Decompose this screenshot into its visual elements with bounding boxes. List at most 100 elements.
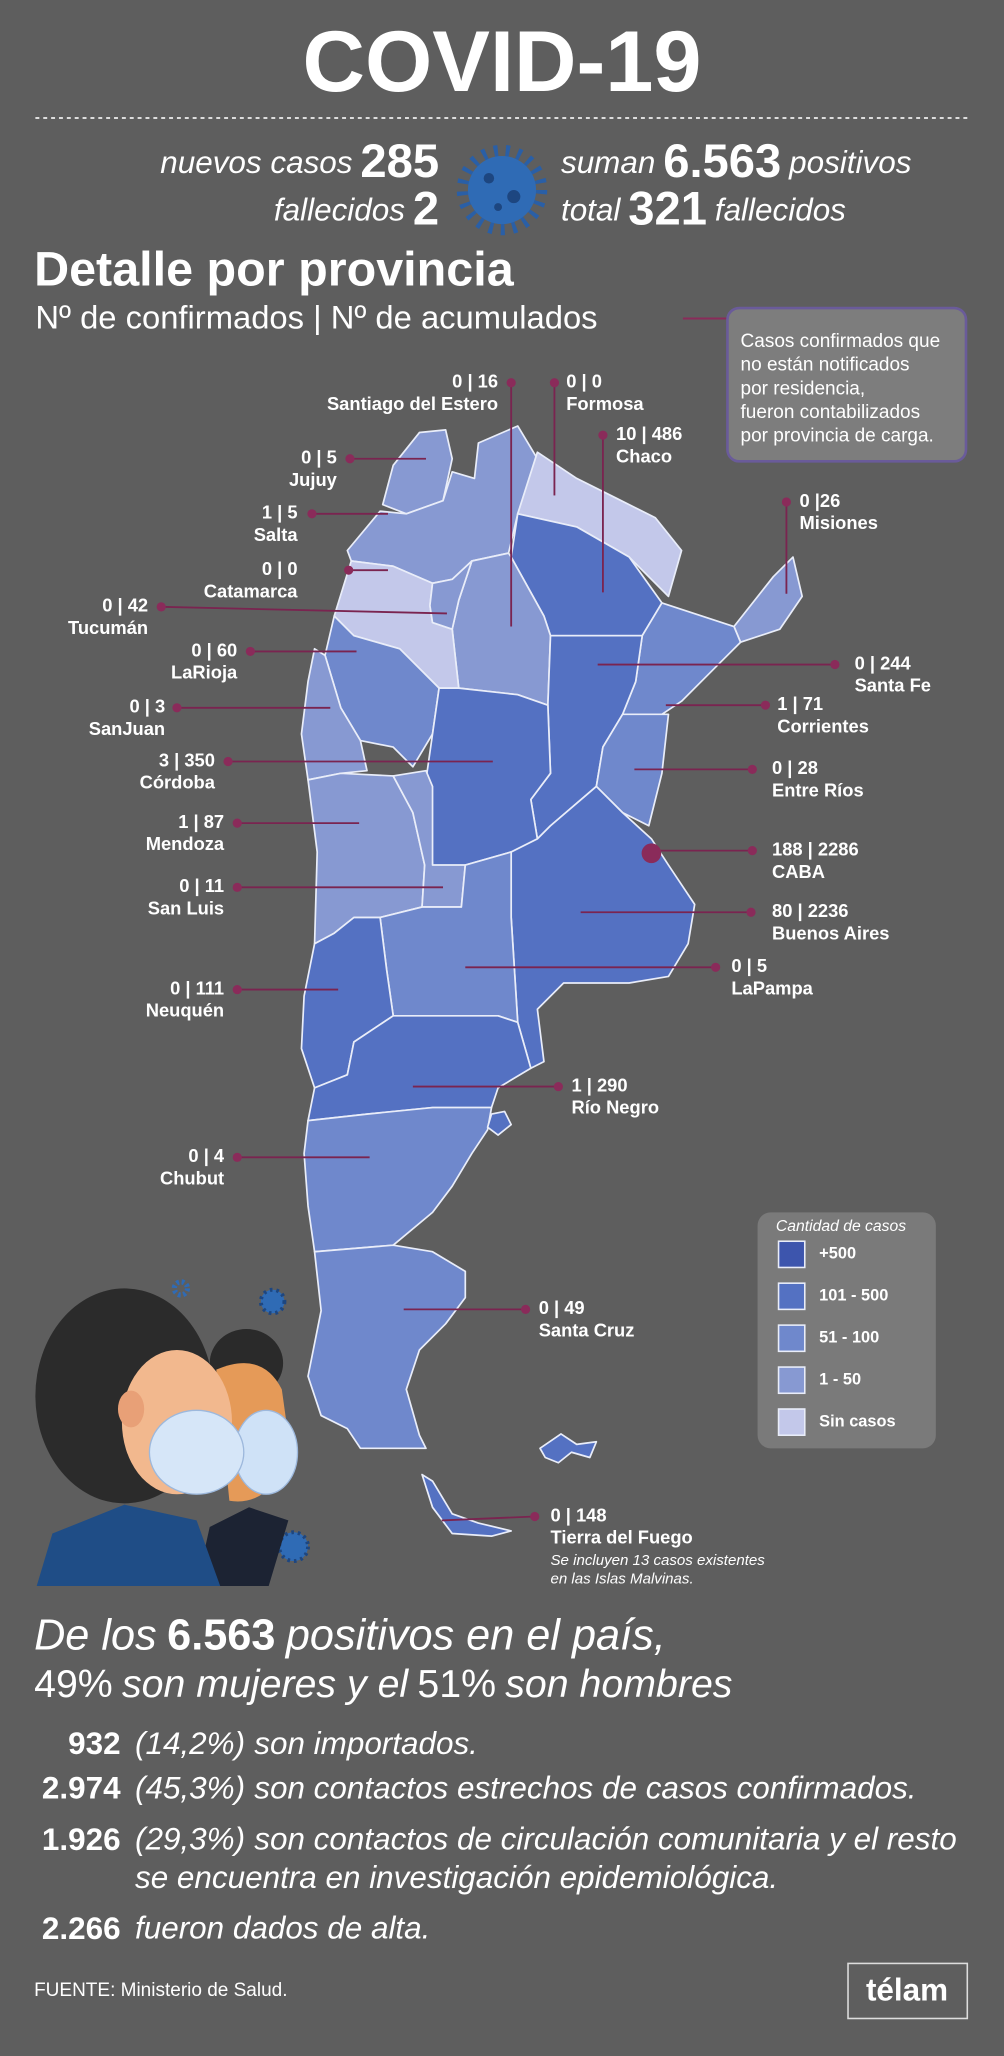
province-value: 1 | 71 (777, 693, 823, 714)
province-value: 1 | 5 (262, 502, 298, 523)
summary-label: total (561, 193, 621, 228)
stat-pct: (29,3%) (135, 1822, 245, 1857)
virus-dot (507, 190, 521, 204)
title: COVID-19 (303, 14, 702, 110)
summary-line: nuevos casos 285 (160, 135, 439, 188)
person-front-shirt (36, 1504, 221, 1586)
people-illustration (35, 1279, 310, 1586)
stat-text: son contactos estrechos de casos confirm… (254, 1771, 916, 1806)
province-value: 0 | 0 (262, 558, 298, 579)
province-value: 1 | 290 (571, 1074, 627, 1095)
person-front-mask (148, 1409, 245, 1495)
province-name: Córdoba (140, 772, 216, 793)
leader-dot (223, 756, 233, 767)
province-name: Santa Fe (855, 675, 931, 696)
caba-marker (641, 843, 662, 864)
summary-number: 2 (413, 182, 439, 235)
virus-dot (483, 173, 495, 184)
leader-dot (781, 497, 792, 507)
person-back-shirt (196, 1507, 289, 1586)
stat-pct: (14,2%) (135, 1726, 245, 1761)
leader-dot (711, 962, 721, 972)
content: COVID-19 nuevos casos 285 fallecidos 2 sum… (34, 14, 969, 2020)
leader-dot (344, 565, 354, 575)
leader-dot (521, 1304, 531, 1314)
province-name: Tucumán (68, 617, 148, 638)
stat-line: fueron dados de alta. (135, 1911, 430, 1946)
virus-small (258, 1287, 287, 1316)
leader-dot (553, 1081, 563, 1092)
summary-number: 6.563 (663, 135, 781, 188)
province-value: 0 | 28 (772, 757, 818, 778)
province-name: LaPampa (731, 977, 813, 998)
province-value: 1 | 87 (178, 811, 224, 832)
stats-text: De los (34, 1612, 157, 1660)
province-entrerios (595, 713, 670, 827)
source: FUENTE: Ministerio de Salud. (34, 1980, 287, 2001)
section-title: Detalle por provincia (34, 242, 515, 296)
province-name: Buenos Aires (772, 922, 889, 943)
province-name: Salta (254, 524, 299, 545)
leader-dot (172, 703, 182, 713)
tdf-note: Se incluyen 13 casos existentes (550, 1552, 765, 1569)
province-value: 10 | 486 (616, 423, 682, 444)
leader-dot (530, 1511, 540, 1522)
stat-text: fueron dados de alta. (135, 1911, 430, 1946)
stat-line: (29,3%) son contactos de circulación comu… (135, 1822, 957, 1857)
province-value: 0 | 111 (170, 977, 224, 998)
leader-dot (747, 846, 757, 856)
province-name: San Luis (148, 897, 224, 918)
map (300, 425, 804, 1537)
virus-spikes (456, 144, 548, 236)
summary-label: fallecidos (274, 193, 405, 228)
note-line: fueron contabilizados (741, 402, 921, 423)
stat-count: 2.974 (42, 1771, 121, 1806)
summary-line: fallecidos 2 (274, 182, 439, 235)
stat-count: 2.266 (42, 1911, 121, 1946)
section-subtitle: Nº de confirmados | Nº de acumulados (35, 298, 597, 335)
legend-title: Cantidad de casos (776, 1218, 906, 1235)
leader-dot (232, 818, 242, 828)
stats-list: 932 (14,2%) son importados. 2.974 (45,3%) son… (42, 1726, 957, 1946)
province-name: Corrientes (777, 715, 869, 736)
province-value: 188 | 2286 (772, 838, 859, 859)
province-name: Jujuy (289, 469, 338, 490)
province-value: 0 | 0 (566, 371, 602, 392)
legend-swatch (777, 1366, 806, 1395)
province-value: 0 | 16 (452, 371, 498, 392)
province-name: Neuquén (146, 1000, 224, 1021)
leader-dot (506, 378, 516, 388)
legend-label: 1 - 50 (819, 1370, 861, 1388)
island (486, 1110, 513, 1136)
stat-line: se encuentra en investigación epidemioló… (135, 1860, 778, 1895)
stats-text: son mujeres y el (122, 1662, 409, 1706)
province-value: 0 | 3 (129, 696, 165, 717)
stat-pct: (45,3%) (135, 1771, 245, 1806)
stat-count: 932 (68, 1726, 120, 1761)
leader-dot (232, 984, 242, 995)
province-name: CABA (772, 861, 825, 882)
legend-label: Sin casos (819, 1412, 895, 1430)
province-value: 80 | 2236 (772, 900, 848, 921)
summary-line: suman 6.563 positivos (561, 135, 912, 188)
province-name: LaRioja (171, 662, 238, 683)
leader-dot (232, 882, 242, 892)
leader-dot (232, 1152, 242, 1162)
leader-dot (747, 764, 757, 774)
leader-dot (598, 430, 608, 440)
summary-number: 285 (360, 135, 439, 188)
virus-small (277, 1530, 310, 1564)
leader-dot (156, 602, 166, 612)
virus-dot (494, 203, 502, 212)
province-name: Entre Ríos (772, 780, 864, 801)
legend-swatch (777, 1408, 806, 1437)
note-line: por residencia, (741, 378, 866, 399)
province-value: 3 | 350 (159, 749, 215, 770)
note-box (726, 306, 968, 463)
leader-dot (549, 378, 560, 388)
province-name: Río Negro (571, 1097, 659, 1118)
province-name: Santiago del Estero (327, 393, 498, 414)
leader-dot (245, 646, 255, 657)
virus-body (467, 155, 537, 225)
